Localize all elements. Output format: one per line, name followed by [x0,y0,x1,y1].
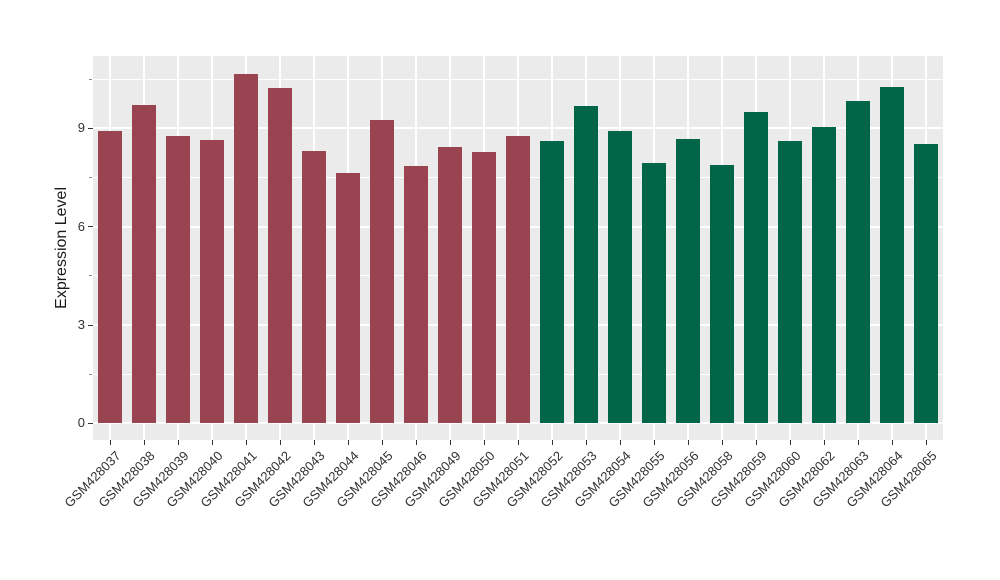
bar [302,150,326,423]
bar [268,88,292,423]
bar [98,131,122,423]
bar [200,139,224,423]
bar [336,172,360,423]
bar [472,151,496,423]
bar [540,140,564,423]
y-tick-label: 3 [77,317,85,332]
bar [166,136,190,423]
bar [880,86,904,423]
x-tick-mark [109,440,111,445]
x-tick-mark [585,440,587,445]
bar [404,165,428,423]
x-tick-mark [551,440,553,445]
bar [778,140,802,423]
x-tick-mark [177,440,179,445]
x-tick-mark [483,440,485,445]
bar [608,130,632,423]
plot-panel [93,56,943,440]
x-tick-mark [347,440,349,445]
bar [370,119,394,423]
y-minor-tick-mark [89,373,92,375]
x-tick-mark [415,440,417,445]
y-axis-title-text: Expression Level [53,187,70,309]
x-tick-mark [449,440,451,445]
x-tick-mark [687,440,689,445]
y-tick-mark [88,226,93,228]
bar [642,162,666,423]
x-tick-mark [857,440,859,445]
y-tick-label: 0 [77,415,85,431]
y-tick-mark [88,127,93,129]
bar [846,100,870,423]
x-tick-mark [755,440,757,445]
x-tick-mark [653,440,655,445]
bar [914,143,938,423]
x-tick-mark [823,440,825,445]
bar [812,126,836,423]
y-minor-tick-mark [89,177,92,179]
x-tick-mark [143,440,145,445]
x-tick-mark [279,440,281,445]
y-tick-mark [88,324,93,326]
x-tick-mark [925,440,927,445]
y-minor-tick-mark [89,78,92,80]
x-tick-mark [891,440,893,445]
x-tick-mark [721,440,723,445]
x-tick-mark [245,440,247,445]
x-tick-mark [789,440,791,445]
y-minor-tick-mark [89,275,92,277]
bar [132,104,156,423]
x-tick-mark [517,440,519,445]
y-tick-mark [88,422,93,424]
bar [676,138,700,423]
y-tick-label: 9 [77,120,85,136]
x-tick-mark [381,440,383,445]
bar [234,73,258,423]
y-tick-label: 6 [77,218,85,234]
x-tick-mark [211,440,213,445]
x-tick-mark [619,440,621,445]
bar [574,106,598,423]
bar [744,112,768,423]
y-axis-title: Expression Level [50,56,74,440]
bar [710,164,734,423]
bar [438,146,462,423]
x-tick-mark [313,440,315,445]
bar [506,135,530,423]
